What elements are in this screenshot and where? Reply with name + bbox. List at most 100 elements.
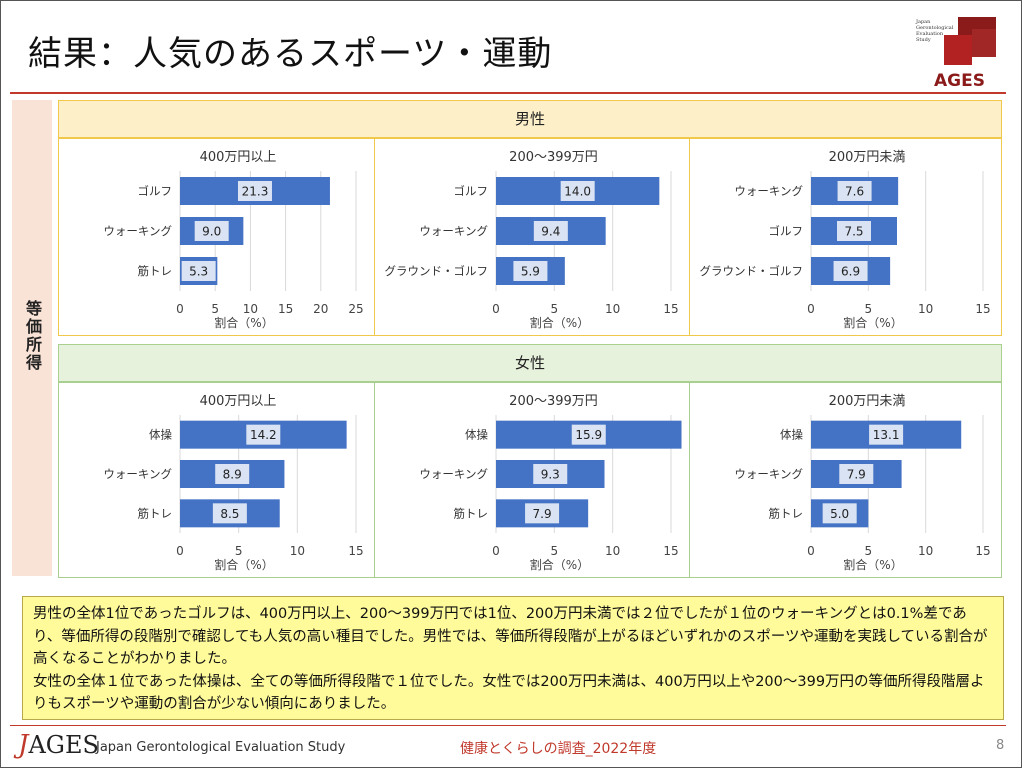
category-label: ウォーキング — [419, 467, 488, 481]
data-label-bg — [837, 221, 871, 241]
data-label-bg — [215, 464, 250, 484]
category-label: 筋トレ — [138, 506, 173, 520]
data-label-bg — [525, 503, 560, 524]
data-label-bg — [212, 503, 247, 524]
side-label: 等価所得 — [23, 300, 42, 372]
summary-box: 男性の全体1位であったゴルフは、400万円以上、200～399万円では1位、20… — [22, 596, 1004, 720]
data-label: 21.3 — [242, 185, 269, 199]
x-tick-label: 25 — [348, 302, 363, 316]
female-group-header: 女性 — [58, 344, 1002, 382]
data-label: 7.9 — [533, 507, 552, 521]
data-label: 5.9 — [521, 265, 540, 279]
x-tick-label: 15 — [278, 302, 293, 316]
x-axis-title: 割合（%） — [214, 315, 273, 330]
x-tick-label: 0 — [176, 544, 184, 558]
data-label-bg — [839, 464, 874, 484]
data-label-bg — [833, 261, 868, 281]
logo-text-4: Study — [916, 37, 931, 43]
data-label: 5.0 — [830, 507, 849, 521]
x-tick-label: 15 — [975, 544, 990, 558]
x-axis-title: 割合（%） — [843, 315, 902, 330]
footer-org-name: Japan Gerontological Evaluation Study — [96, 740, 346, 755]
chart-svg: 400万円以上 0 5 10 15 20 25 ゴルフ 21.3 ウォーキング 9.0 筋トレ 5.3 割… — [103, 150, 363, 330]
category-label: 体操 — [465, 428, 488, 442]
x-tick-label: 5 — [865, 302, 873, 316]
x-tick-label: 15 — [663, 302, 678, 316]
category-label: 体操 — [780, 428, 803, 442]
data-label: 8.9 — [223, 468, 242, 482]
page-number: 8 — [996, 738, 1005, 753]
jages-logo: Japan Gerontological Evaluation Study AG… — [914, 15, 998, 89]
data-label-bg — [181, 261, 216, 281]
category-label: ゴルフ — [138, 184, 173, 198]
data-label: 9.0 — [202, 225, 221, 239]
category-label: ウォーキング — [103, 467, 172, 481]
x-tick-label: 10 — [918, 544, 933, 558]
data-label-bg — [560, 181, 595, 201]
footer-divider — [10, 725, 1006, 726]
chart-title: 400万円以上 — [200, 394, 277, 409]
chart-svg: 200～399万円 0 5 10 15 体操 15.9 ウォーキング 9.3 筋トレ 7.9 割合（%… — [419, 394, 682, 572]
data-label: 9.3 — [541, 468, 560, 482]
x-tick-label: 5 — [865, 544, 873, 558]
x-tick-label: 0 — [176, 302, 184, 316]
footer-logo-j: J — [18, 730, 29, 760]
x-tick-label: 0 — [807, 544, 815, 558]
category-label: ウォーキング — [419, 224, 488, 238]
summary-female: 女性の全体１位であった体操は、全ての等価所得段階で１位でした。女性では200万円… — [33, 673, 985, 713]
x-tick-label: 10 — [605, 544, 620, 558]
slide-title: 結果：人気のあるスポーツ・運動 — [28, 34, 553, 74]
category-label: ゴルフ — [769, 224, 804, 238]
data-label: 15.9 — [575, 428, 602, 442]
x-axis-title: 割合（%） — [214, 557, 273, 572]
logo-text-1: Japan — [915, 19, 931, 25]
data-label-bg — [837, 181, 872, 201]
data-label-bg — [533, 464, 568, 484]
chart-title: 200万円未満 — [829, 150, 906, 165]
chart-svg: 200万円未満 0 5 10 15 ウォーキング 7.6 ゴルフ 7.5 グラウンド・ゴルフ 6.9… — [700, 150, 991, 330]
logo-text-3: Evaluation — [916, 31, 944, 37]
x-tick-label: 20 — [313, 302, 328, 316]
logo-wordmark: AGES — [934, 71, 985, 89]
male-chart-under-200: 200万円未満 0 5 10 15 ウォーキング 7.6 ゴルフ 7.5 グラウンド・ゴルフ 6.9… — [689, 138, 1002, 336]
x-tick-label: 15 — [348, 544, 363, 558]
footer-logo: JAGES — [18, 730, 99, 760]
data-label-bg — [571, 424, 606, 445]
category-label: ウォーキング — [734, 467, 803, 481]
logo-text-2: Gerontological — [916, 25, 954, 31]
x-tick-label: 5 — [551, 302, 559, 316]
x-axis-title: 割合（%） — [530, 315, 589, 330]
x-tick-label: 0 — [492, 544, 500, 558]
chart-title: 200万円未満 — [829, 394, 906, 409]
data-label: 7.6 — [845, 185, 864, 199]
category-label: ウォーキング — [103, 224, 172, 238]
category-label: 筋トレ — [769, 506, 804, 520]
data-label-bg — [194, 221, 229, 241]
female-chart-200-399: 200～399万円 0 5 10 15 体操 15.9 ウォーキング 9.3 筋トレ 7.9 割合（%… — [374, 382, 690, 578]
x-tick-label: 15 — [975, 302, 990, 316]
chart-title: 200～399万円 — [509, 394, 598, 409]
chart-svg: 200万円未満 0 5 10 15 体操 13.1 ウォーキング 7.9 筋トレ 5.0 割合（%） — [734, 394, 990, 572]
x-tick-label: 10 — [605, 302, 620, 316]
data-label: 14.0 — [564, 185, 591, 199]
data-label: 7.9 — [847, 468, 866, 482]
chart-title: 200～399万円 — [509, 150, 598, 165]
side-band — [12, 100, 52, 576]
footer-survey-name: 健康とくらしの調査_2022年度 — [460, 741, 657, 757]
title-divider — [10, 92, 1006, 94]
data-label-bg — [513, 261, 548, 281]
data-label: 14.2 — [250, 428, 277, 442]
male-chart-400-over: 400万円以上 0 5 10 15 20 25 ゴルフ 21.3 ウォーキング 9.0 筋トレ 5.3 割… — [58, 138, 375, 336]
chart-svg: 200～399万円 0 5 10 15 ゴルフ 14.0 ウォーキング 9.4 グラウンド・ゴルフ… — [385, 150, 679, 330]
data-label-bg — [246, 424, 281, 445]
chart-svg: 400万円以上 0 5 10 15 体操 14.2 ウォーキング 8.9 筋トレ 8.5 割合（%） — [103, 394, 363, 572]
data-label: 5.3 — [189, 265, 208, 279]
x-axis-title: 割合（%） — [530, 557, 589, 572]
x-tick-label: 0 — [807, 302, 815, 316]
category-label: 筋トレ — [138, 264, 173, 278]
x-tick-label: 5 — [211, 302, 219, 316]
category-label: グラウンド・ゴルフ — [385, 264, 489, 278]
category-label: グラウンド・ゴルフ — [700, 264, 804, 278]
x-tick-label: 15 — [663, 544, 678, 558]
